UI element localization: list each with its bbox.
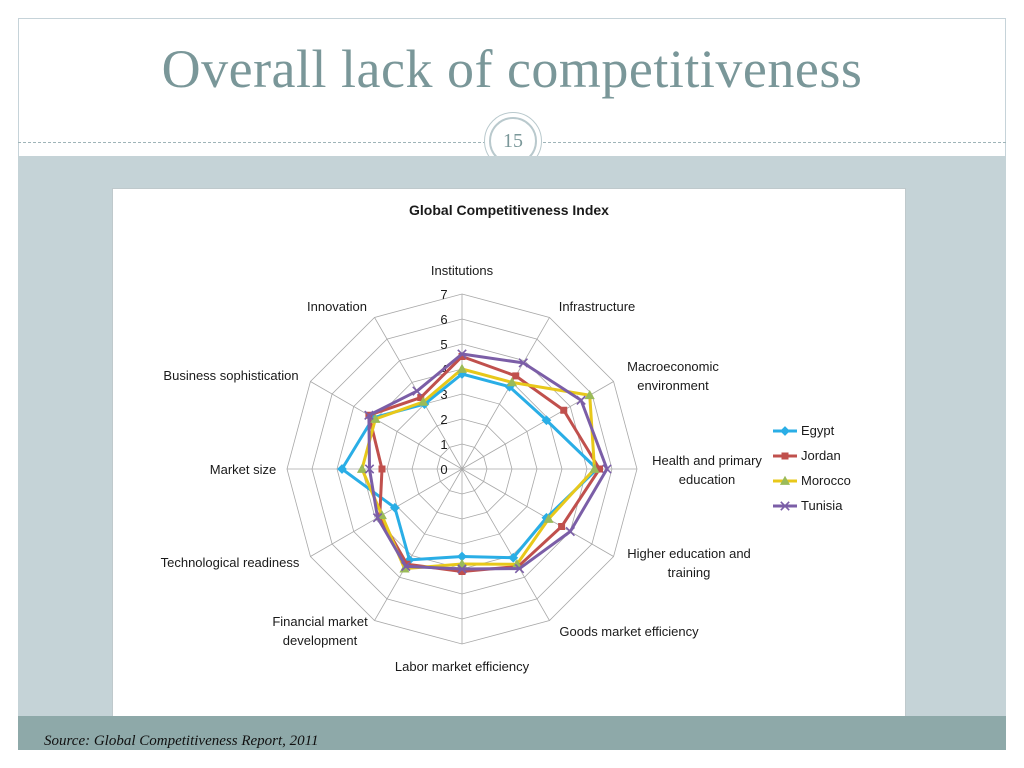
- spoke-line: [374, 468, 463, 621]
- data-point-x: [372, 512, 383, 523]
- category-label: Technological readiness: [161, 555, 300, 570]
- data-point-triangle: [584, 390, 595, 400]
- legend: Egypt Jordan Morocco Tunisia: [773, 423, 851, 513]
- data-point-x: [576, 395, 586, 406]
- data-point-diamond: [541, 415, 552, 426]
- category-label: Macroeconomic environment: [627, 359, 719, 393]
- spoke-line: [461, 468, 550, 621]
- tick-label: 5: [440, 337, 447, 352]
- data-point-square: [458, 568, 466, 575]
- radar-spokes: [287, 294, 637, 644]
- data-point-diamond: [337, 464, 347, 474]
- category-label: Higher education and training: [627, 546, 751, 580]
- data-point-diamond: [780, 426, 790, 436]
- data-point-diamond: [389, 502, 400, 513]
- tick-label: 1: [440, 437, 447, 452]
- data-point-x: [457, 349, 467, 359]
- slide-title: Overall lack of competitiveness: [161, 39, 863, 99]
- data-point-square: [458, 353, 466, 360]
- data-point-triangle: [356, 463, 368, 473]
- legend-item-tunisia: Tunisia: [773, 498, 843, 513]
- legend-label: Morocco: [801, 473, 851, 488]
- data-point-triangle: [506, 377, 518, 387]
- data-point-diamond: [508, 552, 519, 563]
- data-point-x: [565, 526, 576, 537]
- category-label: Innovation: [307, 299, 367, 314]
- data-point-square: [596, 465, 603, 473]
- data-point-triangle: [543, 513, 554, 523]
- data-point-triangle: [418, 396, 429, 406]
- legend-item-egypt: Egypt: [773, 423, 835, 438]
- data-point-x: [780, 501, 790, 511]
- legend-item-jordan: Jordan: [773, 448, 841, 463]
- legend-label: Egypt: [801, 423, 835, 438]
- category-label: Financial market development: [272, 614, 368, 648]
- data-point-x: [364, 410, 374, 421]
- chart-title: Global Competitiveness Index: [409, 202, 609, 218]
- data-point-x: [400, 561, 411, 572]
- data-point-square: [378, 465, 386, 473]
- category-label: Business sophistication: [163, 368, 298, 383]
- data-point-square: [512, 372, 520, 380]
- category-label: Labor market efficiency: [395, 659, 530, 674]
- data-point-x: [364, 464, 375, 474]
- tick-label: 3: [440, 387, 447, 402]
- data-point-x: [518, 358, 529, 368]
- series-layer: [337, 349, 612, 575]
- footer-band: [18, 716, 1006, 750]
- tick-label: 2: [440, 412, 447, 427]
- series-jordan: [365, 353, 603, 575]
- data-point-x: [514, 563, 525, 574]
- data-point-triangle: [589, 463, 600, 473]
- tick-label: 7: [440, 287, 447, 302]
- spoke-line: [310, 381, 463, 470]
- data-point-x: [457, 564, 467, 574]
- series-tunisia: [364, 349, 612, 574]
- data-point-x: [412, 386, 422, 396]
- data-point-x: [602, 464, 612, 474]
- spoke-line: [310, 468, 463, 557]
- data-point-square: [781, 452, 789, 460]
- legend-item-morocco: Morocco: [773, 473, 851, 488]
- category-label: Health and primary education: [652, 453, 762, 487]
- category-label: Infrastructure: [559, 299, 636, 314]
- legend-label: Jordan: [801, 448, 841, 463]
- data-point-square: [560, 406, 568, 414]
- data-point-square: [558, 523, 566, 530]
- tick-label: 6: [440, 312, 447, 327]
- data-point-triangle: [456, 363, 468, 373]
- source-note: Source: Global Competitiveness Report, 2…: [44, 733, 319, 749]
- series-morocco: [356, 363, 600, 573]
- category-label: Market size: [210, 462, 276, 477]
- legend-label: Tunisia: [801, 498, 843, 513]
- category-label: Goods market efficiency: [559, 624, 699, 639]
- spoke-line: [461, 468, 614, 557]
- data-point-triangle: [779, 475, 791, 485]
- spoke-line: [461, 317, 550, 470]
- data-point-square: [417, 394, 425, 402]
- data-point-triangle: [456, 558, 468, 568]
- category-label: Institutions: [431, 263, 494, 278]
- tick-label: 0: [440, 462, 447, 477]
- category-labels: Institutions Infrastructure Macroeconomic e…: [161, 263, 763, 674]
